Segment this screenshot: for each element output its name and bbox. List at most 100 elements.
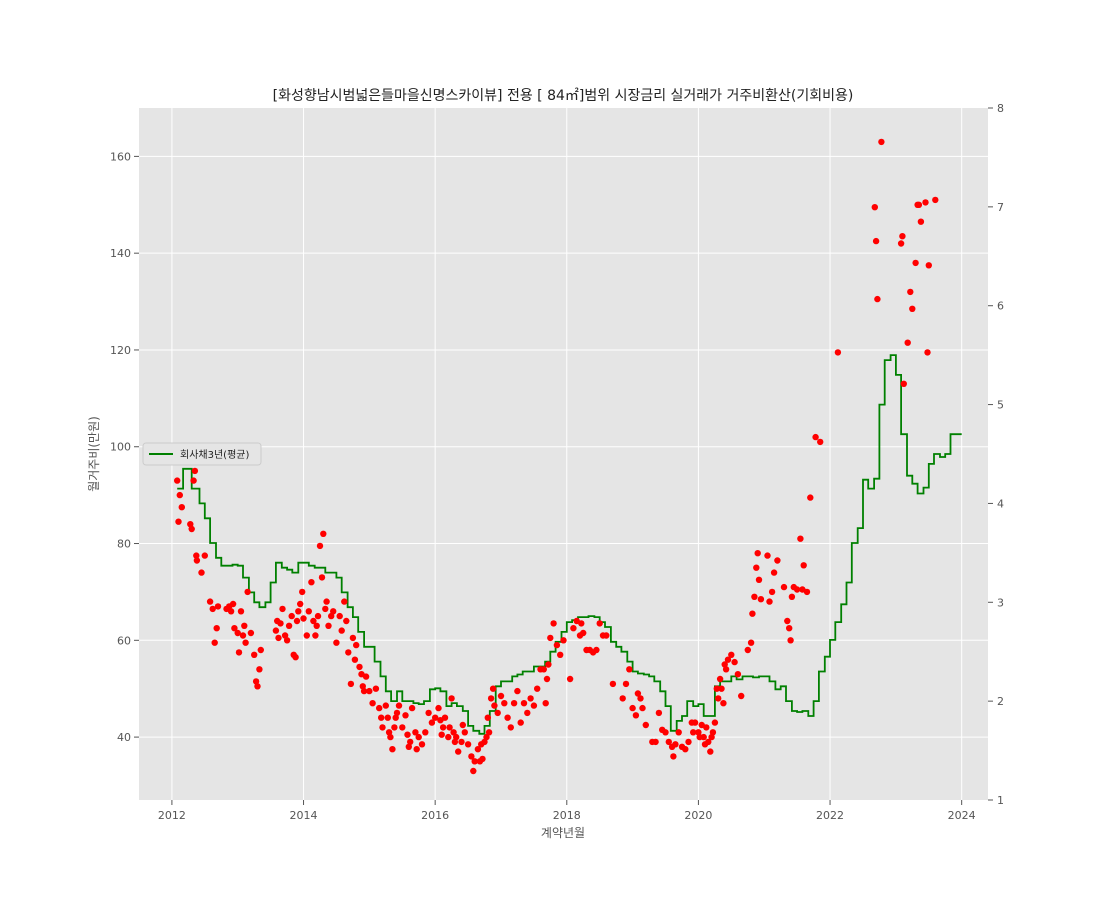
trade-point bbox=[485, 729, 493, 736]
trade-point bbox=[705, 738, 712, 746]
trade-point bbox=[292, 654, 299, 661]
y-tick-label: 80 bbox=[117, 538, 131, 551]
x-tick-label: 2024 bbox=[948, 809, 976, 822]
trade-point bbox=[272, 627, 280, 634]
trade-point bbox=[553, 641, 561, 649]
trade-point bbox=[451, 738, 459, 746]
trade-point bbox=[803, 588, 811, 596]
trade-point bbox=[672, 741, 679, 748]
trade-point bbox=[385, 729, 393, 736]
rate-line bbox=[177, 354, 962, 735]
trade-point bbox=[652, 738, 659, 746]
trade-point bbox=[211, 639, 218, 646]
y-tick-label: 40 bbox=[117, 731, 131, 744]
trade-point bbox=[787, 637, 794, 644]
trade-point bbox=[231, 625, 238, 632]
trade-point bbox=[520, 700, 528, 707]
trade-point bbox=[757, 596, 765, 603]
trade-point bbox=[325, 622, 332, 629]
trade-point bbox=[376, 704, 383, 712]
trade-point bbox=[299, 588, 306, 596]
trade-point bbox=[691, 719, 699, 726]
trade-point bbox=[464, 741, 472, 748]
trade-point bbox=[338, 627, 345, 634]
x-tick-label: 2014 bbox=[290, 809, 318, 822]
trade-point bbox=[468, 753, 475, 760]
trade-point bbox=[378, 714, 385, 721]
trade-point bbox=[445, 733, 452, 741]
trade-point bbox=[899, 233, 906, 240]
trade-point bbox=[379, 724, 386, 731]
trade-point bbox=[504, 714, 511, 721]
trade-point bbox=[793, 586, 801, 593]
trade-point bbox=[439, 724, 447, 731]
trade-point bbox=[349, 634, 357, 642]
x-tick-label: 2018 bbox=[553, 809, 581, 822]
y-tick-label: 120 bbox=[110, 344, 131, 357]
trade-point bbox=[596, 620, 603, 627]
trade-point bbox=[871, 204, 878, 211]
trade-point bbox=[178, 504, 185, 511]
trade-point bbox=[425, 709, 432, 717]
trade-point bbox=[461, 729, 468, 736]
trade-point bbox=[708, 733, 715, 741]
trade-point bbox=[517, 719, 524, 726]
y2-tick-label: 8 bbox=[997, 102, 1004, 115]
trade-point bbox=[766, 598, 773, 605]
trade-point bbox=[507, 724, 514, 731]
trade-point bbox=[501, 700, 508, 707]
trade-point bbox=[308, 579, 315, 586]
trade-point bbox=[700, 733, 707, 741]
plot-background bbox=[139, 108, 988, 800]
trade-point bbox=[510, 700, 518, 707]
x-tick-label: 2020 bbox=[684, 809, 712, 822]
y-tick-label: 100 bbox=[110, 441, 131, 454]
trade-point bbox=[807, 494, 814, 501]
trade-point bbox=[303, 632, 310, 639]
trade-point bbox=[175, 518, 182, 525]
trade-point bbox=[193, 552, 200, 559]
trade-point bbox=[320, 530, 327, 537]
trade-point bbox=[435, 704, 442, 712]
trade-point bbox=[391, 724, 398, 731]
trade-point bbox=[313, 622, 320, 629]
trade-point bbox=[738, 692, 745, 700]
trade-point bbox=[722, 666, 730, 673]
trade-point bbox=[530, 702, 538, 709]
trade-point bbox=[187, 521, 194, 528]
trade-point bbox=[239, 632, 247, 639]
trade-point bbox=[907, 288, 914, 296]
trade-point bbox=[455, 748, 462, 755]
trade-point bbox=[715, 695, 722, 702]
trade-point bbox=[288, 612, 295, 620]
legend-box bbox=[142, 442, 262, 466]
y2-tick-label: 3 bbox=[997, 596, 1004, 609]
trade-point bbox=[362, 673, 370, 680]
trade-point bbox=[543, 675, 551, 683]
trade-point bbox=[768, 588, 776, 596]
y-tick-label: 60 bbox=[117, 634, 131, 647]
trade-point bbox=[206, 598, 214, 605]
trade-point bbox=[244, 588, 251, 596]
trade-point bbox=[279, 605, 286, 613]
trade-point bbox=[634, 690, 642, 697]
trade-point bbox=[359, 683, 366, 690]
trade-point bbox=[603, 632, 610, 639]
trade-point bbox=[570, 625, 577, 632]
trade-point bbox=[534, 685, 541, 692]
trade-point bbox=[347, 680, 355, 688]
trade-point bbox=[229, 600, 237, 608]
trade-point bbox=[323, 598, 330, 605]
trade-point bbox=[904, 339, 911, 346]
trade-point bbox=[932, 196, 939, 204]
trade-point bbox=[366, 687, 373, 695]
trade-point bbox=[353, 641, 360, 649]
trade-point bbox=[297, 600, 304, 608]
x-tick-label: 2022 bbox=[816, 809, 844, 822]
trade-point bbox=[345, 649, 352, 656]
trade-point bbox=[191, 467, 199, 475]
trade-point bbox=[356, 663, 363, 671]
trade-point bbox=[242, 639, 249, 646]
trade-point bbox=[392, 714, 399, 721]
trade-point bbox=[626, 666, 633, 673]
